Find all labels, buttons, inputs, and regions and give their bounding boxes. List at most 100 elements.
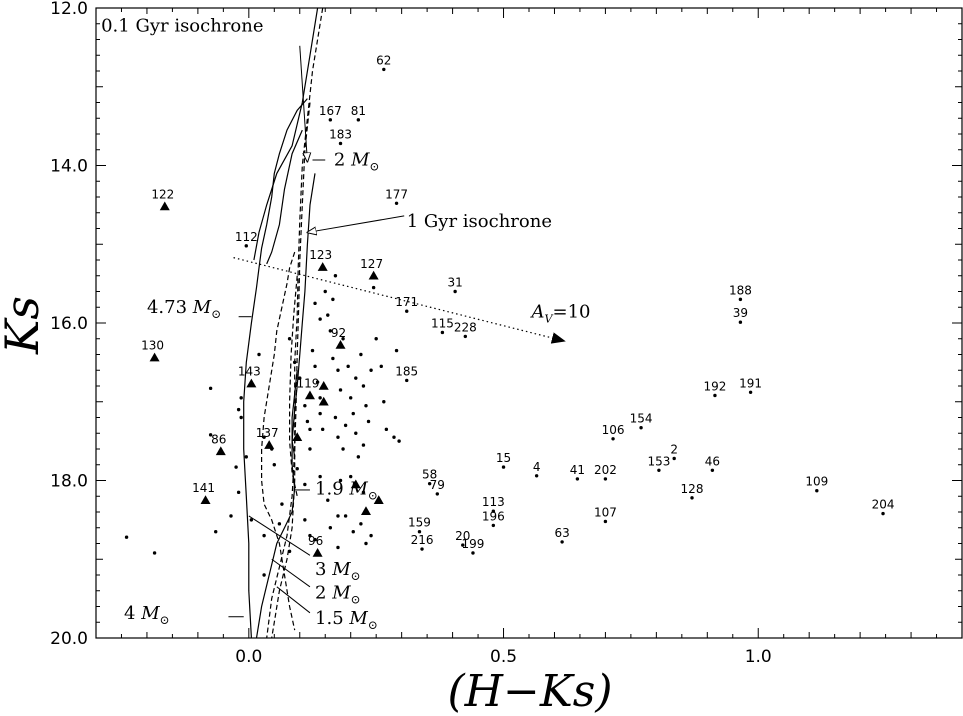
star-point bbox=[326, 498, 330, 502]
star-point bbox=[738, 297, 743, 302]
annotation-m2: 2 M⊙ bbox=[315, 583, 361, 607]
triangle-point bbox=[292, 432, 303, 441]
star-point bbox=[639, 426, 643, 430]
star-point bbox=[318, 396, 322, 400]
solar-symbol: ⊙ bbox=[370, 160, 380, 174]
star-point bbox=[287, 337, 292, 341]
star-point bbox=[280, 502, 284, 506]
star-point bbox=[738, 320, 743, 324]
star-point bbox=[351, 411, 355, 416]
star-label: 20 bbox=[455, 529, 470, 543]
triangle-point bbox=[159, 201, 170, 211]
star-label: 154 bbox=[630, 412, 653, 426]
isochrone-0.1gyr-line bbox=[266, 129, 303, 265]
star-point bbox=[361, 490, 366, 495]
isochrone-0.1gyr-dashed-line bbox=[266, 102, 311, 639]
star-label: 2 bbox=[670, 442, 678, 456]
star-point bbox=[249, 518, 254, 522]
star-point bbox=[303, 518, 307, 522]
mass-unit: M bbox=[140, 603, 160, 624]
star-point bbox=[336, 514, 340, 518]
av-sub: V bbox=[545, 312, 554, 325]
star-point bbox=[328, 329, 333, 333]
star-label: 171 bbox=[395, 295, 418, 309]
star-label: 92 bbox=[331, 326, 346, 340]
star-point bbox=[315, 380, 320, 384]
star-label: 188 bbox=[729, 283, 752, 297]
star-point bbox=[244, 455, 248, 459]
star-point bbox=[295, 466, 299, 471]
star-point bbox=[303, 403, 307, 408]
triangle-point bbox=[318, 396, 329, 406]
star-point bbox=[364, 541, 368, 546]
star-label: 81 bbox=[351, 104, 366, 118]
star-point bbox=[354, 376, 358, 380]
annotation-arrow bbox=[299, 45, 308, 162]
mass-value: 4 bbox=[124, 603, 141, 624]
annotation-m3: 3 M⊙ bbox=[315, 559, 361, 583]
star-point bbox=[384, 427, 389, 432]
star-point bbox=[287, 549, 292, 554]
star-point bbox=[239, 396, 243, 400]
star-point bbox=[690, 496, 694, 500]
star-point bbox=[236, 407, 241, 412]
star-label: 177 bbox=[385, 187, 408, 201]
y-axis-title: Ks bbox=[0, 296, 49, 355]
star-point bbox=[305, 419, 310, 424]
isochrone-0.1gyr-line bbox=[253, 7, 319, 261]
star-label: 130 bbox=[141, 339, 164, 353]
solar-symbol: ⊙ bbox=[211, 307, 221, 321]
annotation-m2top: 2 M⊙ bbox=[334, 150, 380, 174]
isochrone-0.1gyr-line bbox=[243, 98, 308, 639]
star-point bbox=[328, 118, 333, 122]
star-label: 137 bbox=[256, 426, 279, 440]
star-point bbox=[318, 474, 322, 479]
star-label: 39 bbox=[733, 306, 748, 320]
star-point bbox=[354, 431, 358, 435]
star-point bbox=[657, 468, 661, 472]
y-tick-label: 20.0 bbox=[50, 629, 88, 649]
star-point bbox=[359, 352, 363, 357]
mass-value: 1.9 bbox=[315, 479, 349, 500]
star-point bbox=[328, 526, 333, 530]
data-points: 62 167 81 183 177 112 31 171 115 228 185 188 39 192 19… bbox=[124, 53, 894, 577]
star-point bbox=[463, 334, 468, 339]
star-point bbox=[397, 439, 401, 443]
solar-symbol: ⊙ bbox=[351, 569, 361, 583]
star-point bbox=[394, 201, 399, 205]
star-point bbox=[440, 330, 445, 335]
mass-value: 2 bbox=[334, 150, 351, 171]
star-point bbox=[336, 368, 340, 372]
star-point bbox=[560, 540, 564, 544]
star-point bbox=[394, 348, 399, 353]
star-point bbox=[124, 535, 129, 539]
star-label: 106 bbox=[602, 423, 625, 437]
star-point bbox=[491, 509, 496, 513]
mass-unit: M bbox=[348, 608, 368, 629]
star-point bbox=[262, 573, 266, 577]
star-point bbox=[308, 427, 312, 432]
annotation-iso01: 0.1 Gyr isochrone bbox=[101, 16, 263, 37]
triangle-point bbox=[335, 340, 346, 349]
y-tick-label: 12.0 bbox=[50, 0, 88, 19]
star-label: 96 bbox=[308, 534, 323, 548]
star-label: 79 bbox=[430, 478, 445, 492]
x-tick-label: 0.0 bbox=[235, 647, 262, 667]
star-label: 46 bbox=[705, 454, 720, 468]
star-point bbox=[346, 364, 350, 369]
star-label: 196 bbox=[482, 509, 505, 523]
star-label: 202 bbox=[594, 463, 617, 477]
star-point bbox=[234, 465, 238, 469]
star-point bbox=[672, 456, 676, 461]
star-point bbox=[417, 529, 422, 534]
star-point bbox=[349, 474, 353, 479]
star-point bbox=[534, 474, 539, 478]
annotation-m15: 1.5 M⊙ bbox=[315, 608, 378, 632]
star-point bbox=[815, 489, 819, 493]
star-point bbox=[343, 514, 348, 518]
star-point bbox=[277, 522, 282, 526]
star-point bbox=[366, 419, 371, 424]
star-point bbox=[603, 477, 608, 481]
star-label: 119 bbox=[296, 376, 319, 390]
annotation-leader bbox=[276, 586, 311, 614]
